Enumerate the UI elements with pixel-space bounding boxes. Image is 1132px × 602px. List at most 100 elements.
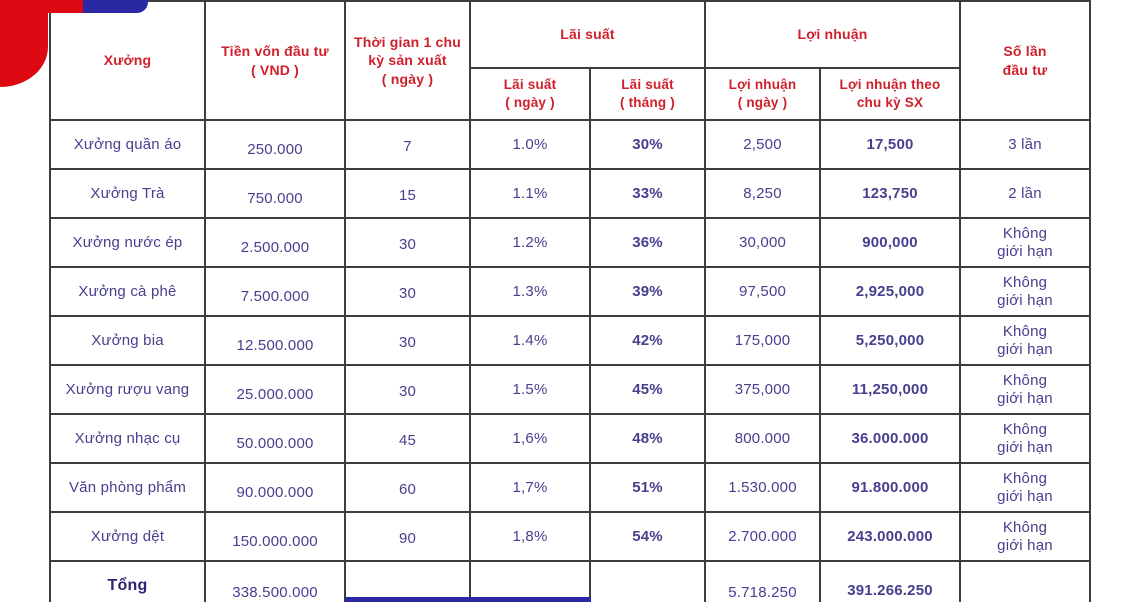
body-cell: 60 xyxy=(344,462,471,513)
table-row: Xưởng Trà 750.000 15 1.1% 33% 8,250 123,750 2 l… xyxy=(49,168,1091,219)
table-row: Xưởng quần áo 250.000 7 1.0% 30% 2,500 17,500 3… xyxy=(49,119,1091,170)
body-cell: 54% xyxy=(589,511,706,562)
body-cell: 3 lần xyxy=(959,119,1091,170)
table-row: Xưởng dệt 150.000.000 90 1,8% 54% 2.700.000 24… xyxy=(49,511,1091,562)
body-cell: 7 xyxy=(344,119,471,170)
body-cell: 25.000.000 xyxy=(204,364,346,415)
body-cell: 1,8% xyxy=(469,511,591,562)
body-cell: 375,000 xyxy=(704,364,821,415)
table-row: Văn phòng phẩm 90.000.000 60 1,7% 51% 1.530.0… xyxy=(49,462,1091,513)
body-cell: 42% xyxy=(589,315,706,366)
header-row-groups: Xưởng Tiền vốn đầu tư ( VND ) Thời gian … xyxy=(49,0,1091,121)
body-cell: Xưởng dệt xyxy=(49,511,206,562)
body-cell: 50.000.000 xyxy=(204,413,346,464)
body-cell: 90.000.000 xyxy=(204,462,346,513)
total-cell: 391.266.250 xyxy=(819,560,961,602)
body-cell: 91.800.000 xyxy=(819,462,961,513)
body-cell: Không giới hạn xyxy=(959,364,1091,415)
body-cell: 30 xyxy=(344,315,471,366)
table-row: Xưởng nước ép 2.500.000 30 1.2% 36% 30,000 900… xyxy=(49,217,1091,268)
body-cell: Xưởng nước ép xyxy=(49,217,206,268)
body-cell: 1.530.000 xyxy=(704,462,821,513)
body-cell: 97,500 xyxy=(704,266,821,317)
body-cell: 11,250,000 xyxy=(819,364,961,415)
body-cell: 1,6% xyxy=(469,413,591,464)
body-cell: 30% xyxy=(589,119,706,170)
body-cell: Văn phòng phẩm xyxy=(49,462,206,513)
logo-red-bar xyxy=(48,0,83,13)
body-cell: 30 xyxy=(344,364,471,415)
total-cell xyxy=(589,560,706,602)
body-cell: 36.000.000 xyxy=(819,413,961,464)
body-cell: 1.5% xyxy=(469,364,591,415)
body-cell: 30,000 xyxy=(704,217,821,268)
body-cell: 15 xyxy=(344,168,471,219)
body-cell: 17,500 xyxy=(819,119,961,170)
total-row: Tổng 338.500.000 5.718.250 391.266.250 xyxy=(49,560,1091,602)
body-cell: 1,7% xyxy=(469,462,591,513)
header-interest-day: Lãi suất ( ngày ) xyxy=(469,67,591,121)
total-cell xyxy=(344,560,471,602)
header-interest-group: Lãi suất xyxy=(469,0,706,69)
body-cell: 800.000 xyxy=(704,413,821,464)
body-cell: 45 xyxy=(344,413,471,464)
body-cell: 1.2% xyxy=(469,217,591,268)
table-header: Xưởng Tiền vốn đầu tư ( VND ) Thời gian … xyxy=(49,0,1091,121)
header-capital: Tiền vốn đầu tư ( VND ) xyxy=(204,0,346,121)
body-cell: 750.000 xyxy=(204,168,346,219)
body-cell: 5,250,000 xyxy=(819,315,961,366)
header-profit-day: Lợi nhuận ( ngày ) xyxy=(704,67,821,121)
body-cell: 175,000 xyxy=(704,315,821,366)
body-cell: 48% xyxy=(589,413,706,464)
logo-blue-bar xyxy=(83,0,148,13)
total-cell xyxy=(469,560,591,602)
total-cell xyxy=(959,560,1091,602)
red-blob-decoration xyxy=(0,0,48,87)
body-cell: 30 xyxy=(344,217,471,268)
body-cell: 36% xyxy=(589,217,706,268)
body-cell: Xưởng bia xyxy=(49,315,206,366)
body-cell: 39% xyxy=(589,266,706,317)
table-body: Xưởng quần áo 250.000 7 1.0% 30% 2,500 17,500 3… xyxy=(49,119,1091,602)
body-cell: 1.1% xyxy=(469,168,591,219)
body-cell: 12.500.000 xyxy=(204,315,346,366)
body-cell: 1.4% xyxy=(469,315,591,366)
body-cell: 8,250 xyxy=(704,168,821,219)
body-cell: Xưởng rượu vang xyxy=(49,364,206,415)
body-cell: 2 lần xyxy=(959,168,1091,219)
body-cell: Không giới hạn xyxy=(959,266,1091,317)
body-cell: 1.3% xyxy=(469,266,591,317)
body-cell: 123,750 xyxy=(819,168,961,219)
header-row-subs: Lãi suất ( ngày ) Lãi suất ( tháng ) Lợi… xyxy=(50,67,1090,121)
table-row: Xưởng bia 12.500.000 30 1.4% 42% 175,000 5,250… xyxy=(49,315,1091,366)
body-cell: Không giới hạn xyxy=(959,217,1091,268)
body-cell: 250.000 xyxy=(204,119,346,170)
header-profit-group: Lợi nhuận xyxy=(704,0,961,69)
body-cell: 90 xyxy=(344,511,471,562)
header-workshop: Xưởng xyxy=(49,0,206,121)
bottom-blue-bar xyxy=(345,597,591,602)
body-cell: Không giới hạn xyxy=(959,511,1091,562)
body-cell: 2.500.000 xyxy=(204,217,346,268)
body-cell: 51% xyxy=(589,462,706,513)
body-cell: 2.700.000 xyxy=(704,511,821,562)
body-cell: 45% xyxy=(589,364,706,415)
body-cell: Xưởng quần áo xyxy=(49,119,206,170)
table-row: Xưởng cà phê 7.500.000 30 1.3% 39% 97,500 2,92… xyxy=(49,266,1091,317)
body-cell: Không giới hạn xyxy=(959,462,1091,513)
header-invest-count: Số lần đầu tư xyxy=(959,0,1091,121)
body-cell: 7.500.000 xyxy=(204,266,346,317)
investment-table: Xưởng Tiền vốn đầu tư ( VND ) Thời gian … xyxy=(49,0,1091,602)
body-cell: Xưởng Trà xyxy=(49,168,206,219)
table-row: Xưởng rượu vang 25.000.000 30 1.5% 45% 375,00… xyxy=(49,364,1091,415)
body-cell: 243.000.000 xyxy=(819,511,961,562)
table-row: Xưởng nhạc cụ 50.000.000 45 1,6% 48% 800.000 3… xyxy=(49,413,1091,464)
total-cell: 338.500.000 xyxy=(204,560,346,602)
header-cycle-time: Thời gian 1 chu kỳ sản xuất ( ngày ) xyxy=(344,0,471,121)
body-cell: 2,500 xyxy=(704,119,821,170)
header-interest-month: Lãi suất ( tháng ) xyxy=(589,67,706,121)
body-cell: 1.0% xyxy=(469,119,591,170)
body-cell: 2,925,000 xyxy=(819,266,961,317)
total-cell: 5.718.250 xyxy=(704,560,821,602)
